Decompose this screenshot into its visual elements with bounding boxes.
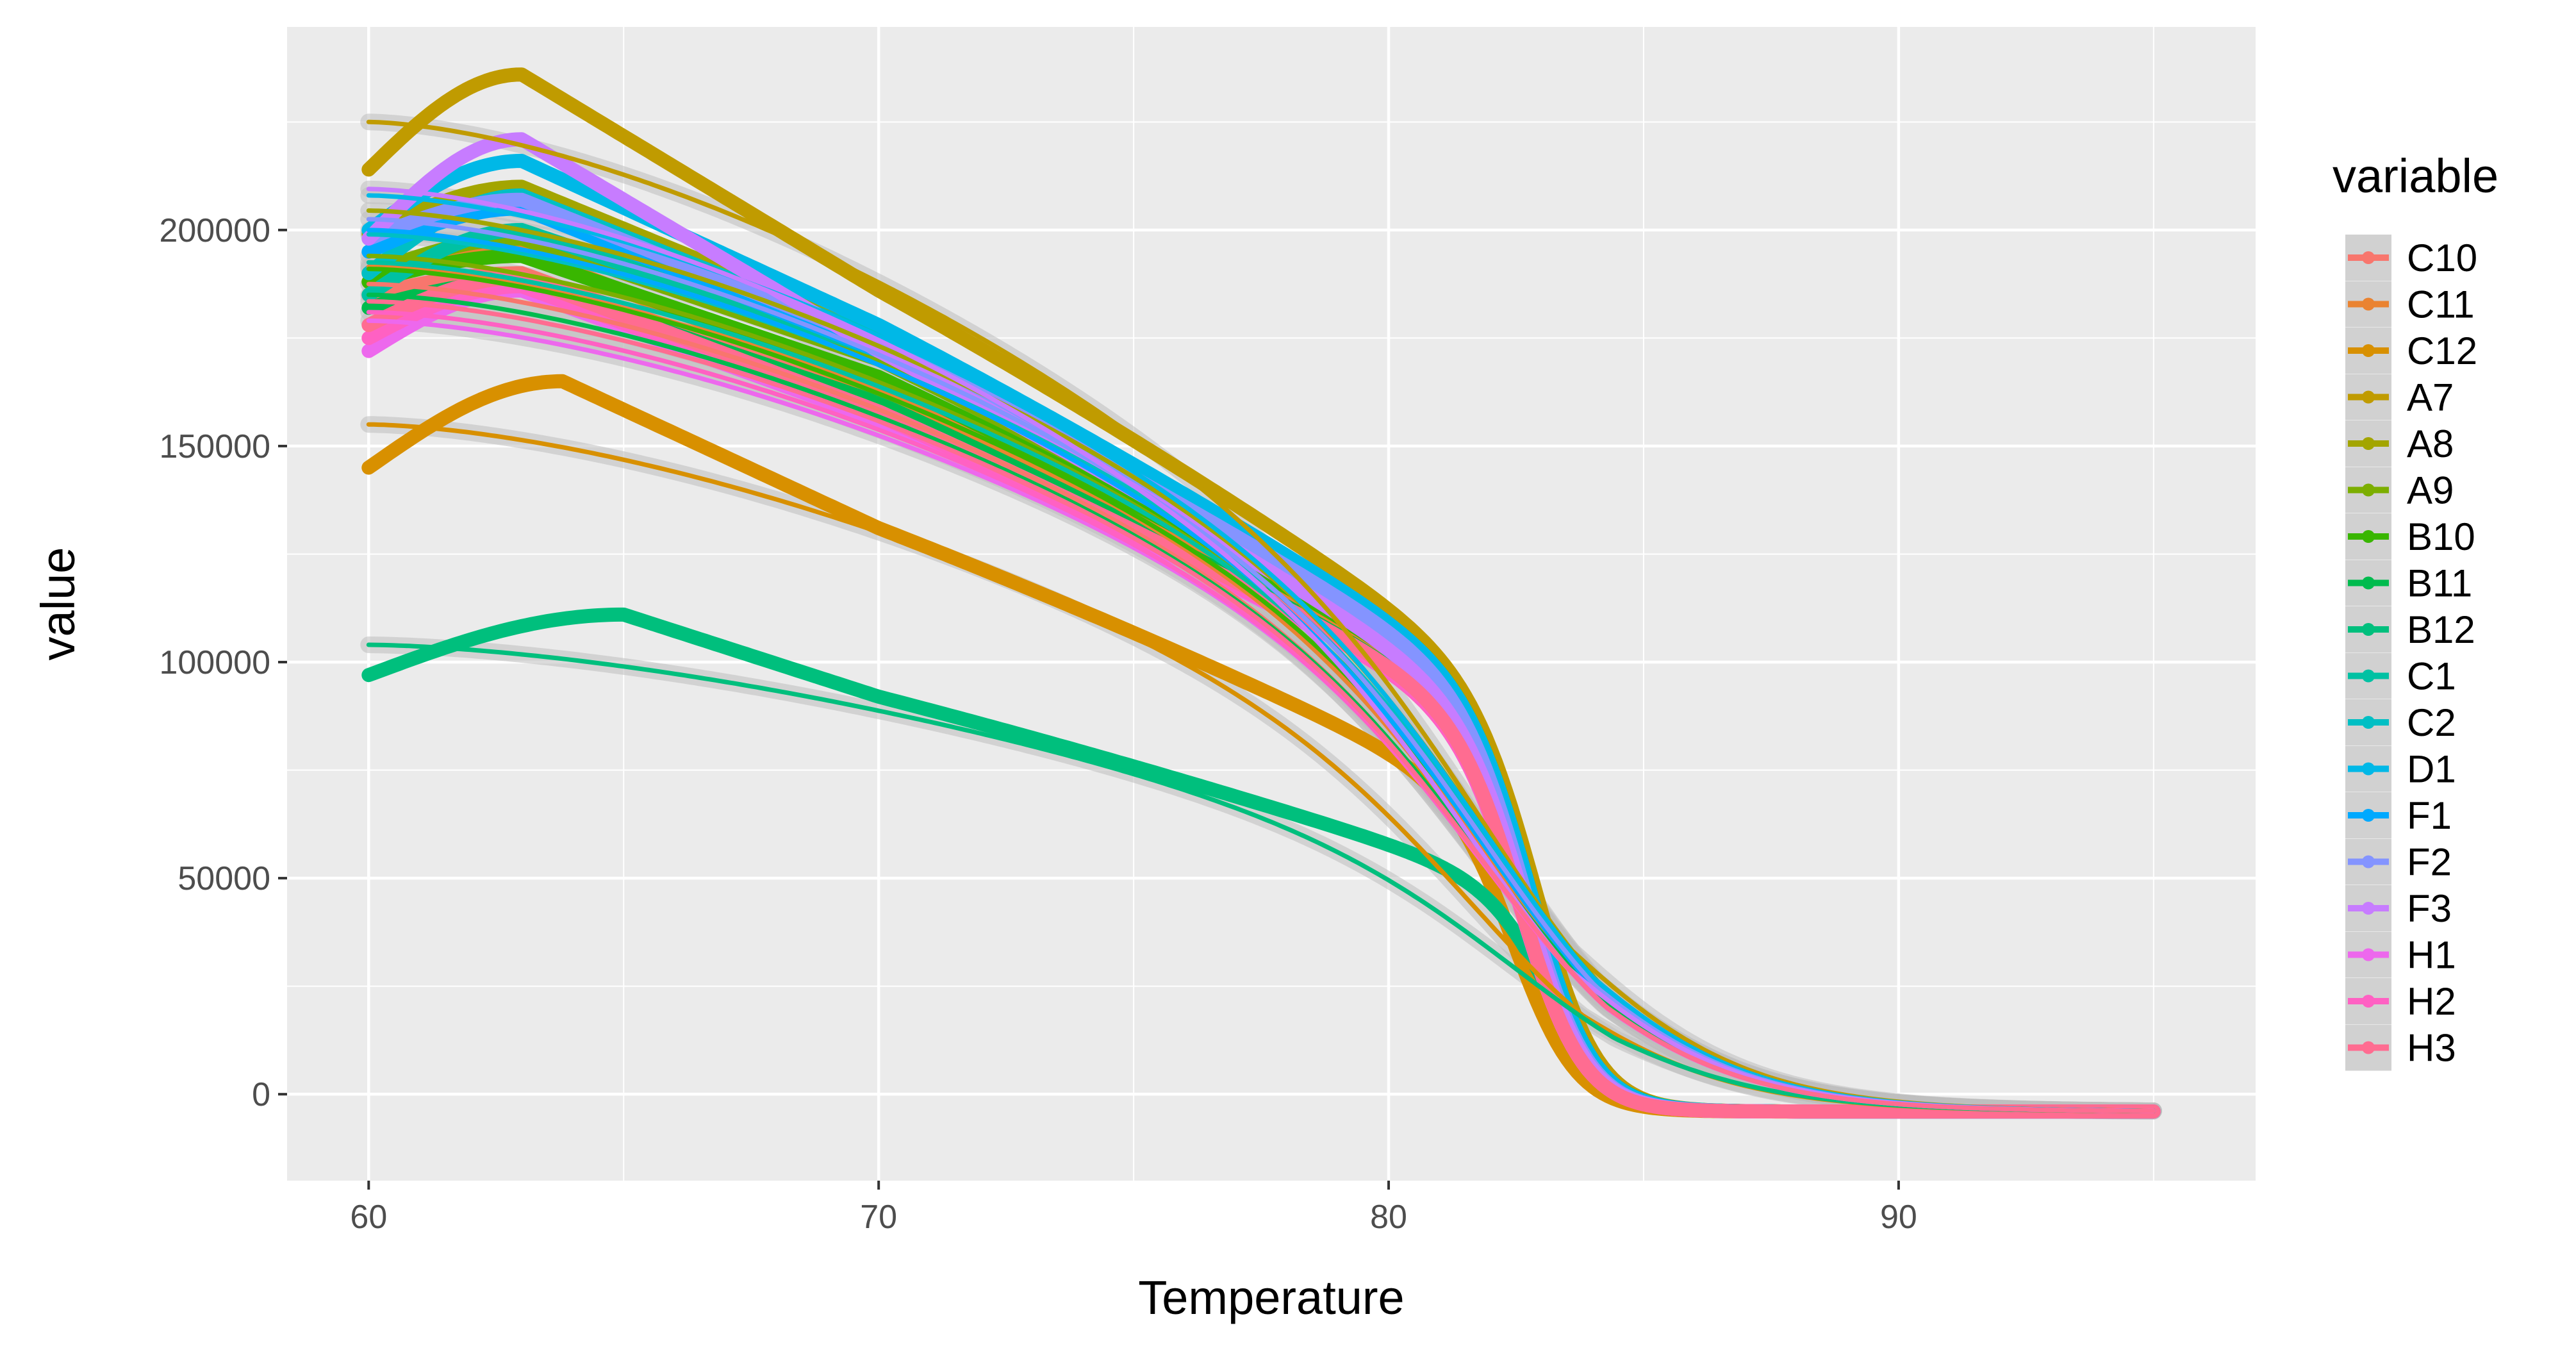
y-axis-title: value: [31, 547, 85, 661]
legend-key-point: [2362, 995, 2375, 1008]
y-axis-ticks: 0 50000 100000 150000 200000: [159, 212, 287, 1113]
y-tick-label: 50000: [178, 860, 270, 897]
legend-key-point: [2362, 762, 2375, 776]
legend-label-a7: A7: [2407, 376, 2454, 419]
legend-label-f1: F1: [2407, 794, 2452, 837]
legend-label-c10: C10: [2407, 237, 2477, 279]
legend-key-point: [2362, 437, 2375, 450]
x-axis-title: Temperature: [1138, 1271, 1404, 1324]
y-tick-label: 0: [252, 1076, 270, 1113]
legend-title: variable: [2332, 149, 2498, 203]
legend-key-point: [2362, 669, 2375, 683]
legend-key-point: [2362, 855, 2375, 868]
legend-items: C10C11C12A7A8A9B10B11B12C1C2D1F1F2F3H1H2…: [2345, 235, 2477, 1071]
legend-label-h3: H3: [2407, 1027, 2456, 1070]
legend-label-c1: C1: [2407, 655, 2456, 698]
legend-label-b11: B11: [2407, 562, 2472, 605]
legend-key-point: [2362, 483, 2375, 497]
series-lines: [361, 67, 2161, 1119]
legend-key-point: [2362, 809, 2375, 822]
legend-label-b12: B12: [2407, 608, 2475, 651]
x-axis-ticks: 60 70 80 90: [350, 1181, 1917, 1236]
legend-key-point: [2362, 344, 2375, 357]
legend: variable C10C11C12A7A8A9B10B11B12C1C2D1F…: [2332, 149, 2498, 1071]
y-tick-label: 150000: [159, 428, 270, 465]
legend-key-point: [2362, 576, 2375, 590]
legend-label-f2: F2: [2407, 841, 2452, 884]
legend-label-c12: C12: [2407, 329, 2477, 372]
legend-label-h2: H2: [2407, 980, 2456, 1023]
legend-key-point: [2362, 530, 2375, 543]
x-tick-label: 80: [1370, 1199, 1407, 1236]
legend-key-point: [2362, 1041, 2375, 1054]
y-tick-label: 200000: [159, 212, 270, 249]
legend-label-f3: F3: [2407, 887, 2452, 930]
x-tick-label: 70: [860, 1199, 897, 1236]
legend-key-point: [2362, 251, 2375, 264]
legend-label-a8: A8: [2407, 422, 2454, 465]
legend-key-point: [2362, 716, 2375, 729]
legend-label-h1: H1: [2407, 934, 2456, 977]
legend-key-point: [2362, 902, 2375, 915]
legend-label-c11: C11: [2407, 283, 2475, 326]
legend-key-point: [2362, 623, 2375, 636]
legend-key-point: [2362, 948, 2375, 961]
series-fit-h3: [366, 299, 2156, 1113]
legend-key-point: [2362, 390, 2375, 404]
legend-key-point: [2362, 297, 2375, 311]
legend-label-b10: B10: [2407, 515, 2475, 558]
x-tick-label: 60: [350, 1199, 387, 1236]
series-line-h3: [361, 270, 2161, 1119]
legend-label-d1: D1: [2407, 748, 2456, 791]
y-tick-label: 100000: [159, 644, 270, 681]
legend-label-c2: C2: [2407, 701, 2456, 744]
x-tick-label: 90: [1880, 1199, 1917, 1236]
legend-label-a9: A9: [2407, 469, 2454, 512]
